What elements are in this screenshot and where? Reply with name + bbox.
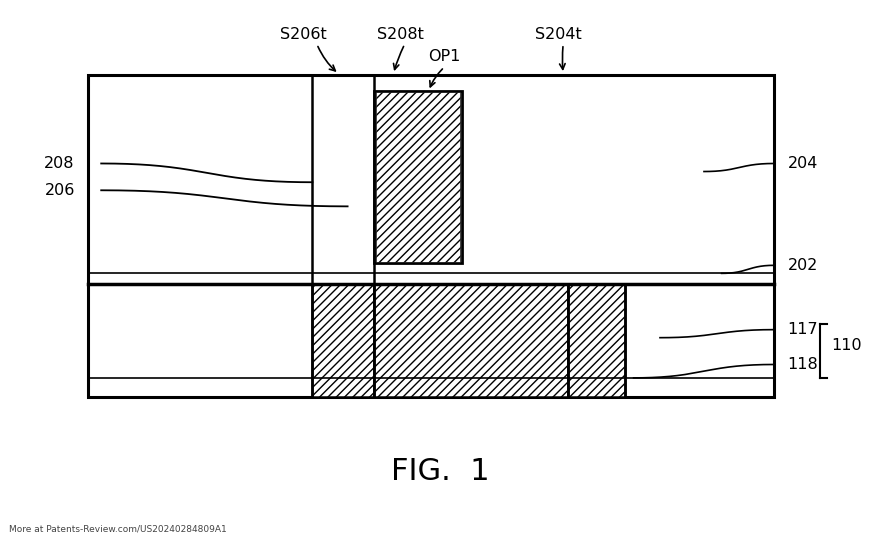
Text: 118: 118 <box>788 357 818 372</box>
Text: 117: 117 <box>788 322 818 337</box>
Text: 206: 206 <box>44 183 75 198</box>
Text: S208t: S208t <box>377 27 424 42</box>
Text: S206t: S206t <box>280 27 327 42</box>
Text: OP1: OP1 <box>429 49 460 64</box>
Text: FIG.  1: FIG. 1 <box>391 457 489 486</box>
Bar <box>312 284 374 397</box>
Bar <box>568 284 625 397</box>
Bar <box>376 92 460 262</box>
Text: More at Patents-Review.com/US20240284809A1: More at Patents-Review.com/US20240284809… <box>9 524 226 533</box>
Text: 110: 110 <box>832 338 862 353</box>
Bar <box>88 75 774 397</box>
Text: 204: 204 <box>788 156 818 171</box>
Text: 208: 208 <box>44 156 75 171</box>
Bar <box>374 91 462 263</box>
Text: 202: 202 <box>788 258 818 273</box>
Text: S204t: S204t <box>535 27 583 42</box>
Bar <box>374 284 568 397</box>
